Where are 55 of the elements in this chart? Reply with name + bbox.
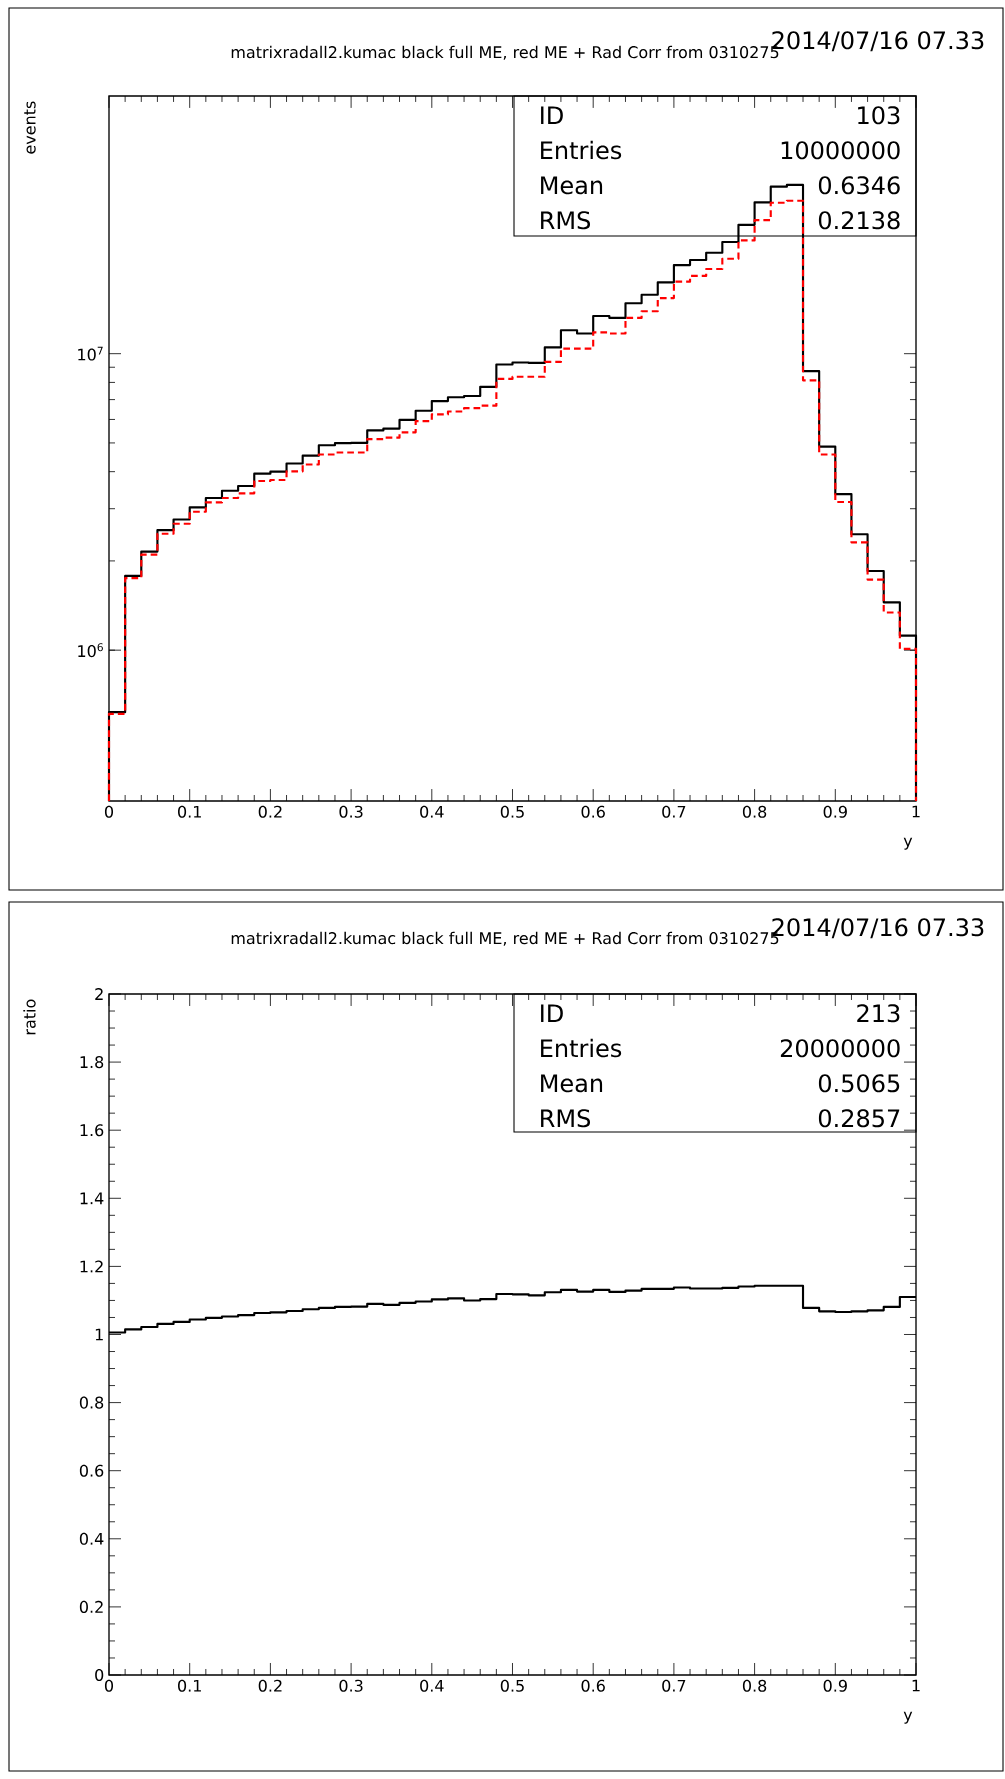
annotation: 0.6346	[818, 176, 900, 195]
x-tick-label: 0	[104, 1679, 114, 1692]
y-tick-label: 1.4	[80, 1192, 104, 1205]
annotation: Entries	[541, 1038, 622, 1058]
x-axis-title: y	[903, 837, 913, 850]
x-axis-title: y	[903, 1711, 913, 1724]
y-tick-label: 0.8	[79, 1396, 104, 1409]
y-tick-label: 0.2	[79, 1600, 103, 1613]
annotation: 213	[857, 1004, 900, 1023]
y-tick-label: 0.6	[79, 1464, 104, 1477]
x-tick-label: 0.3	[339, 1679, 363, 1692]
x-tick-label: 0.5	[500, 1679, 524, 1692]
y-tick-label: 1.2	[80, 1260, 103, 1273]
annotation: RMS	[541, 1109, 591, 1128]
y-tick-label: 0	[95, 1668, 104, 1682]
annotation: 0.5065	[818, 1074, 900, 1093]
x-tick-label: 0.4	[420, 805, 444, 818]
y-tick-label: 0.4	[79, 1532, 104, 1545]
x-tick-label: 0.9	[823, 805, 847, 818]
x-tick-label: 0.1	[178, 1679, 201, 1692]
y-axis-title: events	[24, 101, 36, 154]
annotation: 0.2138	[818, 211, 900, 230]
y-tick-label: 2	[95, 988, 103, 1000]
annotation: Mean	[541, 176, 603, 195]
x-tick-label: 0.7	[662, 1679, 686, 1692]
x-tick-label: 0.3	[339, 805, 363, 818]
y-tick-label: 10$^{7}$	[78, 346, 103, 361]
x-tick-label: 0.8	[742, 1679, 767, 1692]
annotation: 103	[858, 106, 900, 125]
y-tick-label: 1.6	[80, 1124, 104, 1137]
annotation: 0.2857	[818, 1109, 900, 1128]
annotation: ID	[541, 1004, 563, 1022]
annotation: 20000000	[780, 1039, 900, 1058]
x-tick-label: 1	[912, 805, 920, 818]
y-axis-title: ratio	[23, 999, 36, 1035]
x-tick-label: 1	[912, 1679, 920, 1692]
annotation: RMS	[541, 211, 591, 230]
annotation: 10000000	[781, 141, 900, 160]
x-tick-label: 0.1	[178, 805, 201, 818]
y-tick-label: 10$^{6}$	[78, 643, 103, 658]
x-tick-label: 0.8	[742, 805, 767, 818]
annotation: Entries	[541, 140, 622, 160]
x-tick-label: 0.6	[581, 1679, 605, 1692]
x-tick-label: 0.4	[420, 1679, 444, 1692]
x-tick-label: 0.7	[662, 805, 686, 818]
x-tick-label: 0.2	[258, 1679, 282, 1692]
x-tick-label: 0	[104, 805, 114, 818]
x-tick-label: 0.5	[500, 805, 524, 818]
y-tick-label: 1	[95, 1328, 103, 1341]
x-tick-label: 0.6	[581, 805, 605, 818]
x-tick-label: 0.9	[823, 1679, 847, 1692]
x-tick-label: 0.2	[258, 805, 282, 818]
y-tick-label: 1.8	[80, 1056, 104, 1069]
annotation: ID	[541, 106, 563, 124]
annotation: Mean	[541, 1074, 603, 1093]
